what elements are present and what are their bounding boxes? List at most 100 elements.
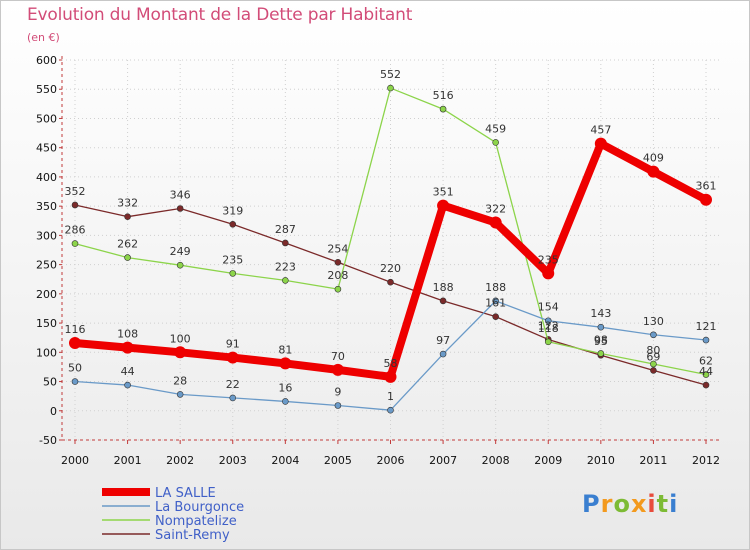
data-point [387,406,394,414]
data-point [542,267,555,280]
x-tick-label: 2010 [587,454,615,467]
data-label: 223 [275,260,296,273]
data-label: 161 [485,297,506,310]
data-label: 154 [538,301,559,314]
data-point [544,317,552,325]
legend-label: Nompatelize [155,514,237,529]
y-tick-label: 600 [36,54,57,67]
y-tick-label: 150 [36,317,57,330]
data-label: 552 [380,68,401,81]
data-point [176,261,184,269]
data-point [492,297,499,305]
y-tick-label: 450 [36,142,57,155]
x-tick-label: 2007 [429,454,457,467]
data-point [71,378,79,385]
data-point [226,351,239,364]
legend-label: Saint-Remy [155,528,230,543]
data-point [650,331,657,339]
data-label: 97 [436,334,450,347]
data-point [597,323,605,331]
data-label: 254 [327,242,348,255]
y-tick-label: 350 [36,200,57,213]
data-point [121,341,134,354]
data-label: 1 [387,390,394,403]
data-point [650,360,657,368]
legend-label: La Bourgonce [155,500,244,515]
y-tick-label: 250 [36,259,57,272]
grid [62,59,722,441]
data-point [439,105,447,113]
data-point [124,254,131,261]
data-point [702,371,710,378]
data-label: 459 [485,122,506,135]
data-point [702,381,710,389]
data-point [702,336,710,344]
data-point [176,205,184,212]
data-label: 319 [222,204,243,217]
data-label: 16 [278,381,292,394]
data-label: 287 [275,223,296,236]
data-label: 118 [538,322,559,335]
y-axis: -50 0 50 100 150 200 250 300 350 400 450 500 550 600 [36,54,63,447]
unit-label: (en €) [27,31,60,44]
data-point [279,357,292,370]
x-axis: 2000 2001 2002 2003 2004 2005 2006 2007 2008 2009… [61,439,722,467]
data-label: 28 [173,374,187,387]
data-point [387,84,394,92]
data-label: 98 [594,333,608,346]
data-label: 361 [696,180,717,193]
data-label: 22 [226,378,240,391]
y-tick-label: 500 [36,112,57,125]
x-tick-label: 2012 [692,454,720,467]
data-point [492,139,499,146]
data-point [544,338,552,346]
data-label: 332 [117,197,138,210]
legend-label: LA SALLE [155,486,216,501]
data-point [176,391,184,398]
data-label: 100 [170,332,191,345]
data-label: 50 [68,362,82,375]
data-label: 81 [278,343,292,356]
proxiti-logo: Proxiti [582,490,679,518]
data-point [647,165,660,178]
data-label: 220 [380,262,401,275]
data-label: 121 [696,320,717,333]
y-tick-label: 200 [36,288,57,301]
data-label: 457 [590,124,611,137]
data-label: 208 [327,269,348,282]
data-label: 62 [699,355,713,368]
data-label: 95 [594,335,608,348]
data-label: 116 [65,323,86,336]
data-point [700,193,712,206]
data-label: 351 [433,186,454,199]
data-point [229,220,237,228]
x-tick-label: 2004 [271,454,299,467]
data-point [334,402,342,409]
data-point [229,270,237,277]
data-point [69,336,81,349]
data-label: 249 [170,245,191,258]
series-group [69,84,712,414]
data-point [71,240,79,247]
data-label: 235 [222,253,243,266]
y-tick-label: 50 [43,376,57,389]
data-point [334,258,342,266]
data-point [71,201,79,209]
x-tick-label: 2006 [377,454,405,467]
data-point [597,350,605,357]
data-label: 346 [170,188,191,201]
data-label: 188 [433,281,454,294]
y-tick-label: 550 [36,83,57,96]
y-tick-label: 0 [50,405,57,418]
data-point [387,278,394,286]
data-point [334,285,342,293]
data-label: 188 [485,281,506,294]
data-label: 58 [384,357,398,370]
y-tick-label: 100 [36,346,57,359]
data-point [282,277,289,284]
data-label: 235 [538,253,559,266]
x-tick-label: 2011 [639,454,667,467]
